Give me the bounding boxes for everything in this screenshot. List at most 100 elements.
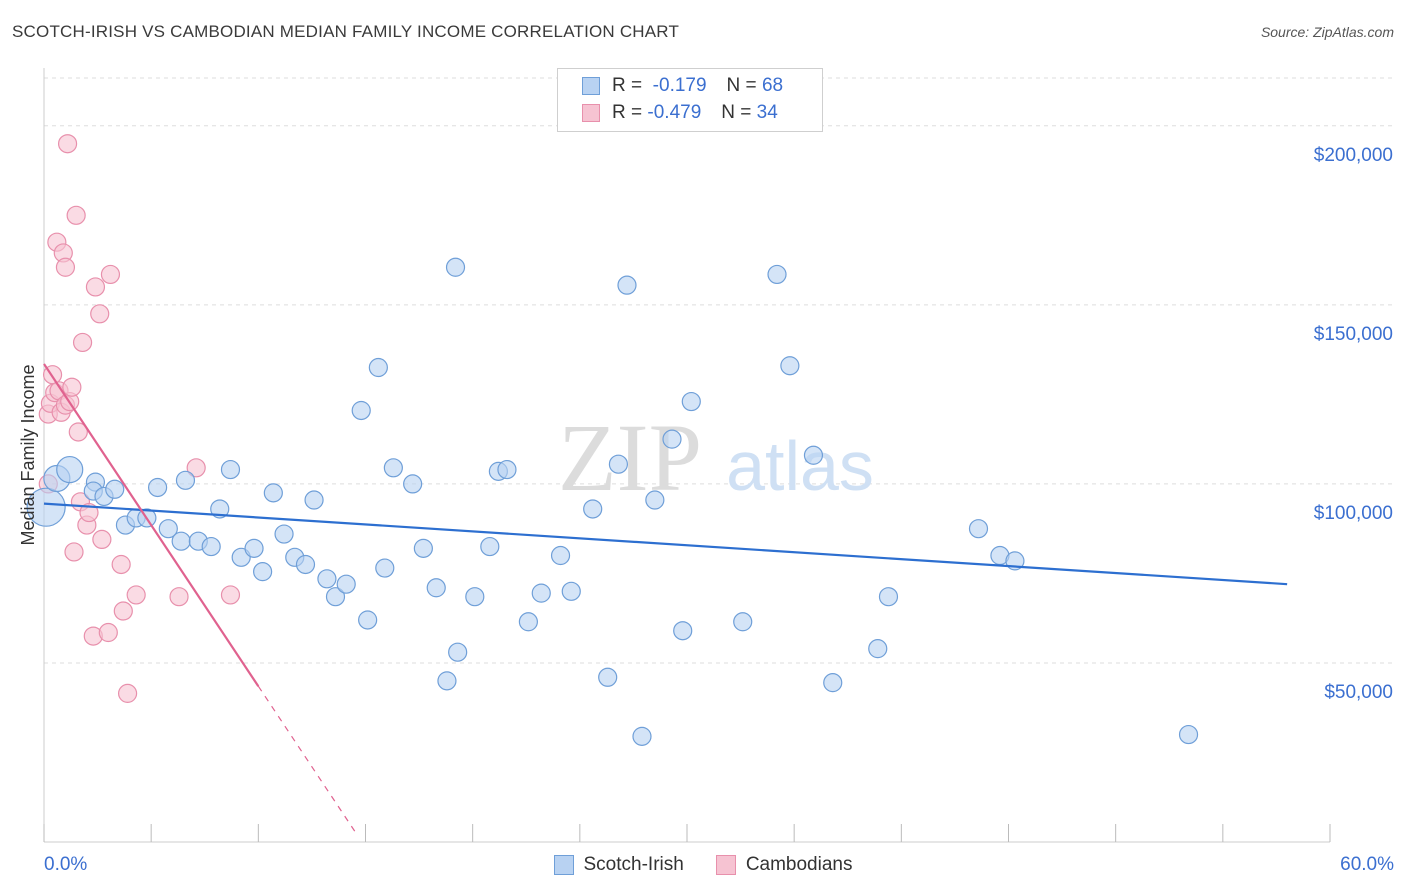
scotch-irish-point	[403, 474, 423, 494]
cambodians-point	[186, 458, 206, 478]
cambodians-point	[68, 422, 88, 442]
scotch-irish-point	[201, 536, 221, 557]
y-tick-label: $150,000	[1314, 324, 1393, 345]
scotch-irish-point	[780, 356, 800, 376]
chart-title: SCOTCH-IRISH VS CAMBODIAN MEDIAN FAMILY …	[12, 22, 680, 41]
legend-label-scotch-irish: Scotch-Irish	[583, 854, 684, 875]
scotch-irish-point	[437, 671, 457, 691]
scotch-irish-point	[295, 554, 316, 575]
cambodians-point	[126, 585, 146, 605]
cambodians-point	[55, 257, 76, 277]
cambodians-point	[92, 529, 112, 550]
watermark-zip: ZIP	[558, 404, 702, 511]
scotch-irish-point	[263, 483, 283, 503]
scotch-irish-point	[383, 458, 403, 478]
cambodians-point	[117, 683, 138, 703]
x-tick-label-end: 60.0%	[1340, 854, 1394, 875]
scotch-irish-points	[26, 257, 1199, 746]
legend-swatch-pink	[582, 104, 600, 122]
scotch-irish-point	[662, 429, 682, 449]
scotch-irish-trend-line	[43, 502, 1288, 586]
legend-swatch-blue	[582, 77, 600, 95]
scotch-irish-point	[561, 581, 581, 601]
scotch-irish-point	[598, 667, 618, 687]
legend-swatch-pink	[715, 855, 736, 875]
x-tick-label-start: 0.0%	[44, 854, 87, 875]
trend-lines	[43, 363, 1288, 835]
scotch-irish-point	[26, 487, 66, 527]
cambodians-points	[38, 134, 241, 703]
legend-item-scotch-irish[interactable]: Scotch-Irish	[553, 854, 684, 876]
scotch-irish-point	[105, 479, 125, 499]
cambodians-point	[62, 377, 82, 397]
cambodians-trend-extension	[257, 685, 358, 835]
scotch-irish-point	[823, 673, 843, 693]
legend-r-value: -0.179	[652, 75, 707, 96]
cambodians-point	[57, 134, 78, 154]
legend-swatch-blue	[553, 855, 574, 875]
cambodians-point	[220, 585, 241, 605]
scotch-irish-point	[253, 562, 273, 582]
cambodians-point	[85, 277, 106, 297]
gridlines	[44, 77, 1395, 664]
scotch-irish-point	[220, 459, 241, 480]
scotch-irish-point	[550, 545, 571, 566]
scotch-irish-point	[608, 454, 629, 474]
scotch-irish-point	[358, 610, 378, 630]
scotch-irish-point	[274, 524, 294, 544]
scotch-irish-point	[803, 445, 824, 465]
cambodians-trend-line	[43, 363, 260, 687]
scotch-irish-point	[733, 612, 753, 632]
scotch-irish-point	[673, 621, 693, 641]
scotch-irish-point	[351, 400, 371, 421]
scotch-irish-point	[645, 490, 665, 510]
scotch-irish-point	[448, 642, 468, 662]
scotch-irish-point	[445, 257, 466, 277]
scotch-irish-point	[336, 574, 356, 594]
scotch-irish-point	[317, 569, 337, 589]
cambodians-point	[100, 264, 121, 285]
scotch-irish-point	[375, 558, 395, 578]
cambodians-point	[113, 601, 133, 621]
legend-r-value: -0.479	[647, 102, 702, 123]
tick-labels: $50,000 $100,000 $150,000 $200,000 0.0% 60.0%	[44, 145, 1394, 875]
scotch-irish-point	[56, 455, 84, 484]
legend-row-cambodians: R = -0.479 N = 34	[582, 100, 778, 126]
scotch-irish-point	[368, 357, 388, 378]
scotch-irish-point	[583, 499, 603, 519]
scotch-irish-point	[617, 275, 637, 295]
scotch-irish-point	[325, 587, 346, 607]
scotch-irish-point	[531, 583, 551, 603]
y-tick-label: $200,000	[1314, 145, 1393, 166]
cambodians-point	[72, 332, 93, 353]
scotch-irish-point	[465, 587, 485, 607]
scotch-irish-point	[518, 612, 538, 632]
scotch-irish-point	[1178, 724, 1199, 745]
legend-n-value: 34	[756, 102, 778, 123]
scotch-irish-point	[968, 519, 989, 539]
scotch-irish-point	[868, 639, 888, 659]
scotch-irish-point	[497, 459, 517, 480]
stats-legend: R = -0.179 N = 68 R = -0.479 N = 34	[557, 68, 823, 132]
scotch-irish-point	[304, 490, 324, 510]
scotch-irish-point	[632, 726, 652, 746]
cambodians-point	[66, 205, 86, 225]
legend-n-label: N =	[721, 102, 752, 123]
scotch-irish-point	[480, 536, 500, 557]
legend-row-scotch-irish: R = -0.179 N = 68	[582, 73, 783, 99]
scotch-irish-point	[244, 538, 264, 558]
scotch-irish-point	[158, 519, 178, 539]
scotch-irish-point	[426, 578, 446, 598]
series-legend: Scotch-Irish Cambodians	[0, 852, 1406, 878]
source-note: Source: ZipAtlas.com	[1260, 24, 1394, 40]
cambodians-point	[169, 587, 189, 607]
legend-item-cambodians[interactable]: Cambodians	[715, 854, 852, 876]
scotch-irish-point	[175, 470, 196, 490]
watermark-atlas: atlas	[726, 427, 874, 505]
scotch-irish-point	[767, 264, 787, 285]
cambodians-point	[98, 622, 118, 643]
legend-r-label: R =	[612, 75, 643, 96]
scotch-irish-point	[413, 538, 433, 558]
scotch-irish-point	[147, 477, 168, 498]
y-tick-label: $50,000	[1324, 682, 1393, 703]
